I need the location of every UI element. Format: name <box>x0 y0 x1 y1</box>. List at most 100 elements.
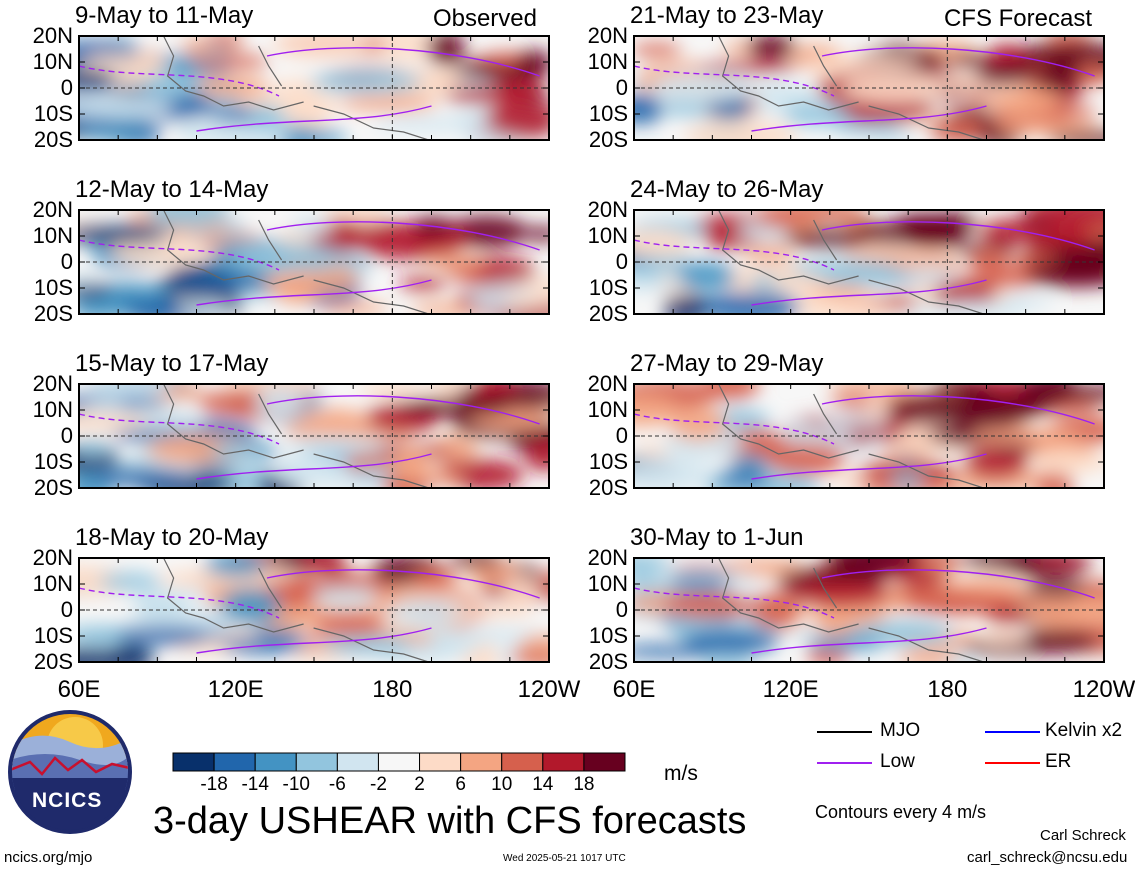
lat-label: 10N <box>587 223 628 248</box>
map-panel <box>633 383 1105 489</box>
contour-note: Contours every 4 m/s <box>815 802 987 822</box>
lat-label: 20S <box>33 127 73 152</box>
colorbar-tick-label: 18 <box>573 774 595 795</box>
colorbar-swatch <box>501 752 544 772</box>
colorbar-swatch <box>295 752 338 772</box>
lat-label: 20N <box>32 545 73 570</box>
lon-label: 60E <box>612 676 656 703</box>
colorbar-swatch <box>542 752 585 772</box>
colorbar-swatch <box>213 752 256 772</box>
panel-title: 15-May to 17-May <box>75 350 269 377</box>
lat-label: 20N <box>587 545 628 570</box>
lat-label: 10S <box>588 101 628 126</box>
colorbar-tick-label: -10 <box>282 774 310 795</box>
colorbar-swatch <box>583 752 626 772</box>
logo-text: NCICS <box>32 789 103 812</box>
lat-label: 10N <box>32 223 73 248</box>
colorbar-swatch <box>336 752 379 772</box>
lat-label: 20S <box>33 301 73 326</box>
lat-label: 20S <box>588 301 628 326</box>
lat-label: 20S <box>588 649 628 674</box>
colorbar-tick-label: -18 <box>200 774 228 795</box>
legend-label-low: Low <box>880 751 915 772</box>
colorbar-tick-label: -14 <box>241 774 269 795</box>
lon-label: 120W <box>1072 676 1135 703</box>
map-panel <box>78 557 550 663</box>
lat-label: 10S <box>33 449 73 474</box>
footer-url[interactable]: ncics.org/mjo <box>4 849 93 866</box>
panel-title: 30-May to 1-Jun <box>630 524 804 551</box>
panel-corner-label: Observed <box>432 5 537 32</box>
lat-label: 0 <box>615 249 628 274</box>
lat-label: 10S <box>588 449 628 474</box>
colorbar-swatch <box>172 752 215 772</box>
lat-label: 20N <box>32 371 73 396</box>
lat-label: 20S <box>588 127 628 152</box>
legend-label-er: ER <box>1045 751 1072 772</box>
colorbar-swatch <box>460 752 503 772</box>
colorbar-tick-label: 14 <box>532 774 554 795</box>
lat-label: 0 <box>60 597 73 622</box>
colorbar-tick-label: 2 <box>414 774 425 795</box>
lat-label: 0 <box>615 597 628 622</box>
lon-label: 180 <box>372 676 413 703</box>
colorbar <box>172 752 626 772</box>
map-panel <box>633 35 1105 141</box>
ncics-logo <box>8 710 132 834</box>
lat-label: 20N <box>587 371 628 396</box>
lat-label: 10N <box>32 571 73 596</box>
map-panel <box>78 383 550 489</box>
colorbar-tick-label: -2 <box>370 774 387 795</box>
lat-label: 0 <box>60 423 73 448</box>
lat-label: 20N <box>587 23 628 48</box>
colorbar-swatch <box>254 752 297 772</box>
legend-label-mjo: MJO <box>880 720 921 741</box>
map-panel <box>633 557 1105 663</box>
panel-title: 18-May to 20-May <box>75 524 269 551</box>
map-panel <box>78 209 550 315</box>
lat-label: 10S <box>588 623 628 648</box>
lat-label: 0 <box>615 423 628 448</box>
lat-label: 10S <box>33 101 73 126</box>
colorbar-tick-label: 6 <box>455 774 466 795</box>
legend-lines <box>817 731 1040 764</box>
panel-title: 12-May to 14-May <box>75 176 269 203</box>
panel-title: 21-May to 23-May <box>630 2 824 29</box>
lat-label: 20S <box>33 475 73 500</box>
panel-corner-label: CFS Forecast <box>943 5 1092 32</box>
panel-title: 24-May to 26-May <box>630 176 824 203</box>
colorbar-tick-label: 10 <box>491 774 513 795</box>
lon-label: 120W <box>517 676 581 703</box>
lat-label: 0 <box>60 75 73 100</box>
lat-label: 10N <box>587 571 628 596</box>
lon-label: 60E <box>57 676 101 703</box>
map-panel <box>633 209 1105 315</box>
main-title: 3-day USHEAR with CFS forecasts <box>153 800 747 842</box>
lat-label: 10N <box>587 397 628 422</box>
lat-label: 10N <box>32 49 73 74</box>
panel-title: 27-May to 29-May <box>630 350 824 377</box>
lat-label: 20N <box>32 23 73 48</box>
lat-label: 20N <box>32 197 73 222</box>
footer-email[interactable]: carl_schreck@ncsu.edu <box>967 849 1128 866</box>
lon-label: 120E <box>762 676 819 703</box>
footer-author: Carl Schreck <box>1040 827 1126 844</box>
colorbar-swatch <box>419 752 462 772</box>
colorbar-unit: m/s <box>664 762 698 785</box>
lat-label: 0 <box>60 249 73 274</box>
colorbar-tick-label: -6 <box>328 774 346 795</box>
lat-label: 10S <box>588 275 628 300</box>
lat-label: 10S <box>33 275 73 300</box>
lon-label: 180 <box>927 676 968 703</box>
map-panel <box>78 35 550 141</box>
legend-label-kelvin: Kelvin x2 <box>1045 720 1123 741</box>
lat-label: 20S <box>33 649 73 674</box>
lat-label: 20N <box>587 197 628 222</box>
lat-label: 0 <box>615 75 628 100</box>
footer-timestamp: Wed 2025-05-21 1017 UTC <box>503 853 626 864</box>
colorbar-swatch <box>377 752 421 772</box>
lat-label: 10N <box>32 397 73 422</box>
panel-title: 9-May to 11-May <box>75 2 254 29</box>
lat-label: 10S <box>33 623 73 648</box>
